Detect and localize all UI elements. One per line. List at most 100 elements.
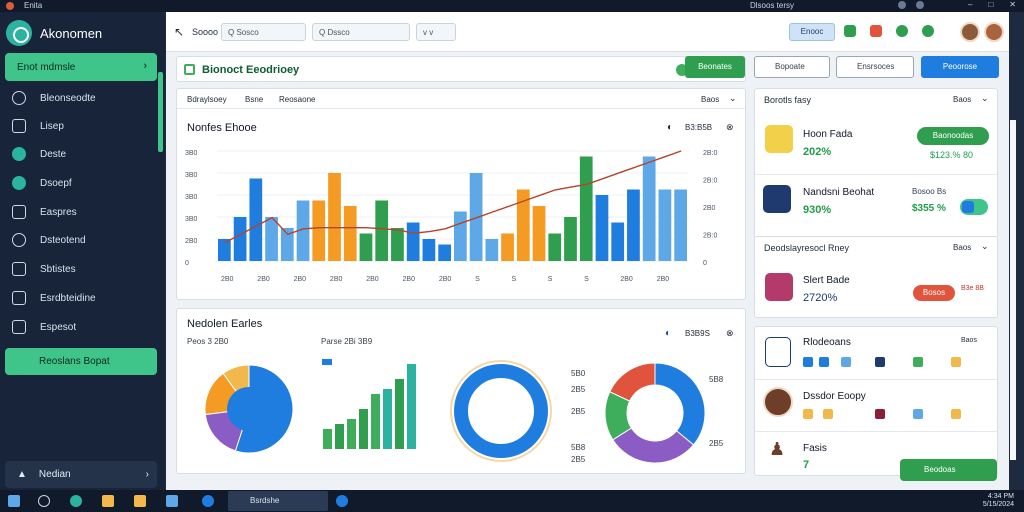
chevron-down-icon[interactable]: ⌄ (981, 93, 989, 103)
outline-button-1[interactable]: Bopoate (754, 56, 830, 78)
sidebar-item-7[interactable]: Sbtistes (12, 259, 76, 279)
right-panel-2: Deodslayresocl Rney Baos ⌄ Slert Bade 27… (754, 236, 998, 318)
outline-button-2-label: Ensrsoces (857, 62, 895, 71)
trend-line (224, 150, 682, 244)
page-title: Bionoct Eeodrioey (202, 64, 300, 76)
app-icon[interactable] (202, 495, 214, 507)
taskbar-active-app[interactable]: Bsrdshe (228, 491, 328, 511)
chat-icon[interactable] (922, 25, 934, 37)
combo-chart: 3B0 3B0 3B0 3B0 2B0 0 2B:0 2B:0 2B0 2B:0 0 2B0 2B0 2B… (185, 150, 718, 283)
bar (391, 228, 404, 261)
bar (265, 217, 278, 261)
back-icon[interactable]: ↖ (174, 25, 185, 39)
start-icon[interactable] (8, 495, 20, 507)
x-tick-label: S (584, 276, 589, 283)
dashboard-icon (184, 64, 195, 75)
bar (658, 189, 672, 261)
charts-row (204, 359, 706, 464)
sidebar-item-6[interactable]: Dsteotend (12, 230, 86, 250)
panel-range[interactable]: Baos (953, 95, 972, 104)
figure-icon: ♟ (769, 439, 786, 459)
legend-1: Peos 3 2B0 (187, 337, 229, 346)
y-tick-label: 3B0 (185, 172, 198, 179)
app-icon[interactable] (336, 495, 348, 507)
info-icon[interactable]: ◐ (667, 122, 674, 133)
bar (516, 189, 530, 261)
avatar[interactable] (960, 22, 980, 42)
sidebar-footer[interactable]: ▲ Nedian › (5, 461, 157, 488)
tab-2[interactable]: Bsne (245, 95, 264, 104)
account-icon[interactable] (916, 1, 924, 9)
sidebar-item-1[interactable]: Bleonseodte (12, 88, 96, 108)
sidebar-item-4[interactable]: Dsoepf (12, 173, 72, 193)
row-small-label: Bosoo Bs (912, 187, 947, 196)
chart-title: Nedolen Earles (187, 318, 263, 330)
sidebar-item-3[interactable]: Deste (12, 144, 66, 164)
x-tick-label: 2B0 (257, 276, 270, 283)
sidebar-item-9[interactable]: Espesot (12, 317, 76, 337)
secondary-chart-panel: Nedolen Earles Peos 3 2B0 Parse 2Bi 3B9 … (176, 308, 746, 474)
maximize-icon[interactable]: □ (988, 0, 994, 9)
sidebar-cta-button[interactable]: Reoslans Bopat (5, 348, 157, 375)
taskbar-active-label: Bsrdshe (250, 496, 280, 505)
files-icon[interactable] (134, 495, 146, 507)
bar (422, 239, 436, 261)
primary-button[interactable]: Peoorose (921, 56, 999, 78)
main-scrollbar[interactable] (1010, 120, 1016, 460)
bar (438, 244, 451, 261)
tab-1[interactable]: Bdraylsoey (187, 95, 227, 104)
sidebar-scrollbar[interactable] (158, 72, 163, 152)
sheet-icon[interactable] (844, 25, 856, 37)
x-tick-label: 2B0 (439, 276, 452, 283)
status-pill[interactable]: Baonoodas (917, 127, 989, 145)
row-percent: 930% (803, 204, 832, 216)
search-field-2[interactable]: Q Dssco (312, 23, 410, 41)
folder-icon[interactable] (102, 495, 114, 507)
donut-label: 5B8 (571, 443, 586, 452)
bottom-action-button[interactable]: Beodoas (900, 459, 997, 481)
info-icon[interactable]: ◐ (665, 328, 672, 339)
topbar-button[interactable]: Enooc (789, 23, 835, 41)
bar (454, 211, 467, 261)
sidebar-item-active[interactable]: Enot mdmsle › (5, 53, 157, 81)
chevron-down-icon[interactable]: ⌄ (729, 93, 737, 103)
green-action-button[interactable]: Beonates (685, 56, 745, 78)
status-square (803, 357, 813, 367)
panel-range[interactable]: Baos (953, 243, 972, 252)
toggle-switch[interactable] (960, 199, 988, 215)
building-icon (765, 337, 791, 367)
status-icon[interactable] (896, 25, 908, 37)
close-icon[interactable]: ⊗ (726, 328, 734, 338)
status-pill[interactable]: Bosos (913, 285, 955, 301)
avatar[interactable] (984, 22, 1004, 42)
donut-label: 2B5 (709, 439, 724, 448)
sidebar-item-5[interactable]: Easpres (12, 202, 77, 222)
bar (312, 200, 326, 261)
x-tick-label: 2B0 (330, 276, 343, 283)
close-icon[interactable]: ✕ (1009, 0, 1016, 9)
outline-button-2[interactable]: Ensrsoces (836, 56, 914, 78)
doc-icon[interactable] (870, 25, 882, 37)
app-icon[interactable] (166, 495, 178, 507)
sidebar-item-2[interactable]: Lisep (12, 116, 64, 136)
brand-logo-icon (6, 20, 32, 46)
search-icon[interactable] (38, 495, 50, 507)
pie-center (227, 387, 271, 431)
title-text: Dlsoos tersy (749, 1, 794, 10)
tab-range[interactable]: Baos (701, 95, 720, 104)
notification-icon[interactable] (898, 1, 906, 9)
close-icon[interactable]: ⊗ (726, 122, 734, 132)
sidebar-item-8[interactable]: Esrdbteidine (12, 288, 96, 308)
chevron-down-icon[interactable]: ⌄ (981, 241, 989, 251)
y-tick-label: 3B0 (185, 194, 198, 201)
home-icon (12, 291, 26, 305)
donut-slice (654, 362, 706, 446)
browser-icon[interactable] (70, 495, 82, 507)
clock[interactable]: 4:34 PM 5/15/2024 (983, 493, 1014, 509)
view-select[interactable]: v v (416, 23, 456, 41)
search-field-1[interactable]: Q Sosco (221, 23, 306, 41)
brand[interactable]: Akonomen (6, 20, 102, 46)
minimize-icon[interactable]: – (968, 0, 973, 9)
tab-3[interactable]: Reosaone (279, 95, 316, 104)
top-bar: ↖ Soooo Q Sosco Q Dssco v v Enooc (166, 12, 1009, 52)
